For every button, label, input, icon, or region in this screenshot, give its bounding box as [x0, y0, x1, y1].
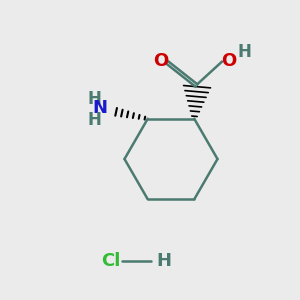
- Text: N: N: [93, 99, 108, 117]
- Text: H: H: [237, 43, 251, 61]
- Text: H: H: [88, 90, 102, 108]
- Text: H: H: [156, 252, 171, 270]
- Text: O: O: [221, 52, 236, 70]
- Text: H: H: [88, 111, 102, 129]
- Text: O: O: [153, 52, 168, 70]
- Text: Cl: Cl: [100, 252, 120, 270]
